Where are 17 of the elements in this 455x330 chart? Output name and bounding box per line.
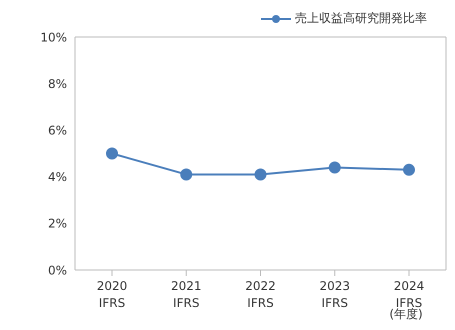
x-tick-label: 2023 IFRS <box>319 279 350 310</box>
y-tick-label: 6% <box>48 123 67 138</box>
x-tick-label: 2022 IFRS <box>245 279 276 310</box>
y-tick-label: 2% <box>48 216 67 231</box>
x-axis-title: (年度) <box>388 307 424 323</box>
point <box>180 168 192 180</box>
y-tick-label: 4% <box>48 170 67 184</box>
point <box>254 168 266 180</box>
point <box>328 161 341 174</box>
legend-label: 売上収益高研究開発比率 <box>295 10 427 27</box>
x-tick-label: 2021 IFRS <box>170 279 202 310</box>
point <box>106 148 118 160</box>
y-tick-label: 8% <box>48 76 67 91</box>
y-tick-label: 0% <box>48 263 67 278</box>
y-tick-label: 10% <box>40 30 67 44</box>
x-tick-label: 2020 IFRS <box>96 279 128 310</box>
point <box>403 164 415 176</box>
